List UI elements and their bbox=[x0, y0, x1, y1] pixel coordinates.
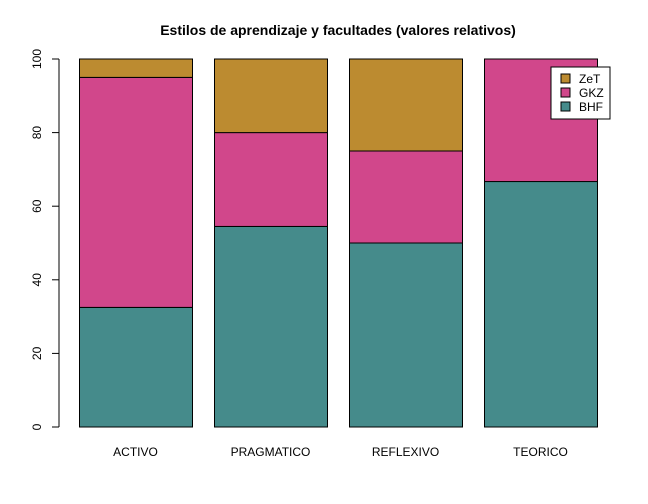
y-tick-label-100: 100 bbox=[30, 49, 44, 69]
chart-title: Estilos de aprendizaje y facultades (val… bbox=[160, 22, 516, 38]
bar-reflexivo-zet bbox=[349, 58, 463, 152]
y-axis: 0 20 40 60 80 100 bbox=[30, 49, 60, 430]
legend-swatch-zet bbox=[560, 73, 571, 84]
bar-reflexivo-gkz bbox=[349, 150, 463, 244]
legend-swatch-gkz bbox=[560, 87, 571, 98]
bar-activo-bhf bbox=[79, 306, 193, 428]
y-tick-label-40: 40 bbox=[30, 273, 44, 287]
bar-activo-zet bbox=[79, 58, 193, 78]
legend-label-bhf: BHF bbox=[579, 100, 603, 114]
bar-pragmatico-zet bbox=[214, 58, 328, 134]
bar-pragmatico-bhf bbox=[214, 225, 328, 428]
legend-label-zet: ZeT bbox=[579, 72, 601, 86]
x-tick-label-teorico: TEORICO bbox=[513, 445, 568, 459]
y-tick-label-80: 80 bbox=[30, 126, 44, 140]
x-tick-label-activo: ACTIVO bbox=[113, 445, 158, 459]
x-axis: ACTIVO PRAGMATICO REFLEXIVO TEORICO bbox=[113, 445, 568, 459]
y-tick-label-60: 60 bbox=[30, 199, 44, 213]
bar-reflexivo-bhf bbox=[349, 242, 463, 428]
bar-teorico-bhf bbox=[484, 181, 598, 428]
legend-swatch-bhf bbox=[560, 101, 571, 112]
bars-group bbox=[79, 58, 598, 428]
y-tick-label-20: 20 bbox=[30, 346, 44, 360]
x-tick-label-reflexivo: REFLEXIVO bbox=[372, 445, 439, 459]
bar-pragmatico-gkz bbox=[214, 132, 328, 227]
x-tick-label-pragmatico: PRAGMATICO bbox=[231, 445, 311, 459]
y-tick-label-0: 0 bbox=[30, 423, 44, 430]
legend-label-gkz: GKZ bbox=[579, 86, 604, 100]
bar-activo-gkz bbox=[79, 76, 193, 308]
